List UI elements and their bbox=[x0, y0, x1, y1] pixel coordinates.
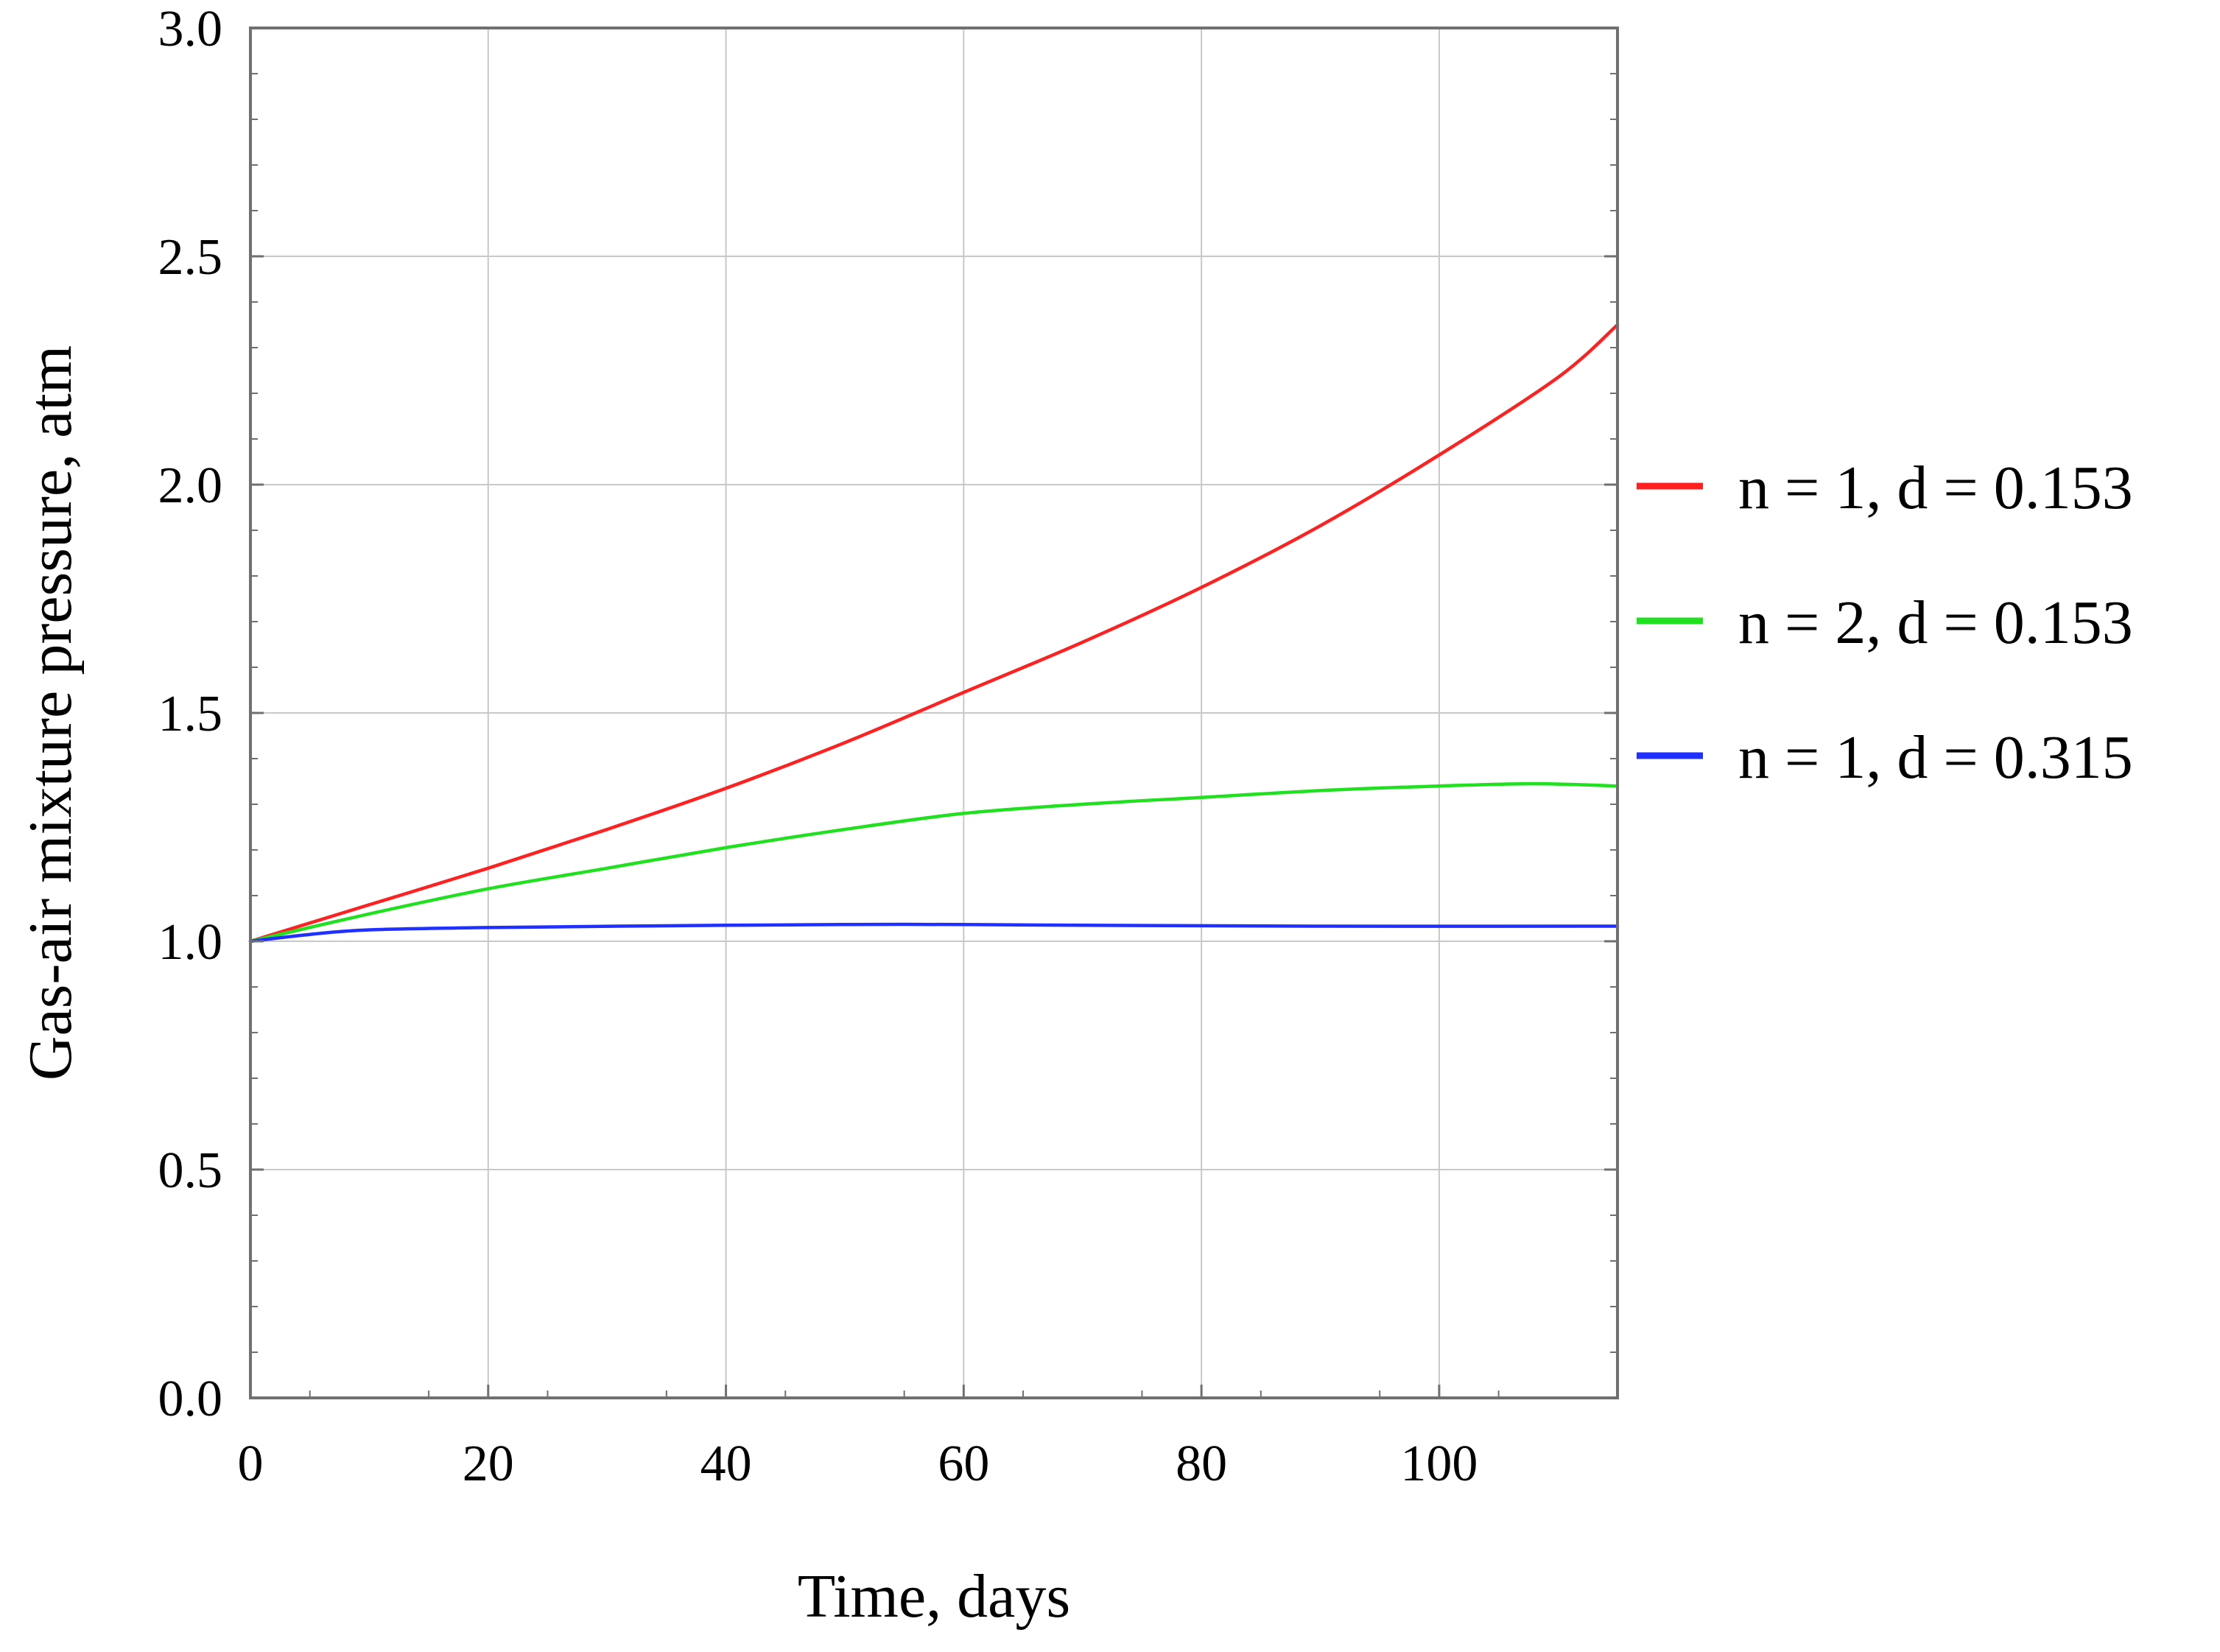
y-axis-title: Gas-air mixture pressure, atm bbox=[16, 345, 85, 1080]
y-tick-label: 2.0 bbox=[158, 457, 223, 514]
y-tick-label: 0.0 bbox=[158, 1371, 223, 1427]
x-tick-label: 80 bbox=[1176, 1435, 1227, 1492]
x-tick-label: 0 bbox=[238, 1435, 264, 1492]
series-line-2 bbox=[248, 781, 1620, 943]
x-tick-label: 100 bbox=[1400, 1435, 1478, 1492]
x-axis-title: Time, days bbox=[798, 1562, 1070, 1631]
legend-label-3: n = 1, d = 0.315 bbox=[1738, 723, 2133, 792]
x-tick-label: 40 bbox=[700, 1435, 752, 1492]
series-line-3 bbox=[248, 922, 1620, 943]
y-tick-label: 1.5 bbox=[158, 686, 223, 742]
grid-lines bbox=[250, 28, 1617, 1398]
axis-ticks: 0 20 40 60 80 100 0.0 0.5 1.0 1.5 2.0 2.5 3.0 bbox=[158, 1, 1617, 1492]
legend-label-2: n = 2, d = 0.153 bbox=[1738, 588, 2133, 657]
y-tick-label: 0.5 bbox=[158, 1142, 223, 1199]
series-line-1 bbox=[248, 323, 1620, 943]
y-tick-label: 1.0 bbox=[158, 914, 223, 971]
y-tick-label: 3.0 bbox=[158, 1, 223, 57]
legend-label-1: n = 1, d = 0.153 bbox=[1738, 454, 2133, 522]
y-tick-label: 2.5 bbox=[158, 229, 223, 286]
legend: n = 1, d = 0.153 n = 2, d = 0.153 n = 1, d… bbox=[1637, 454, 2133, 792]
data-series bbox=[248, 323, 1620, 943]
x-tick-label: 60 bbox=[938, 1435, 989, 1492]
x-tick-label: 20 bbox=[463, 1435, 514, 1492]
